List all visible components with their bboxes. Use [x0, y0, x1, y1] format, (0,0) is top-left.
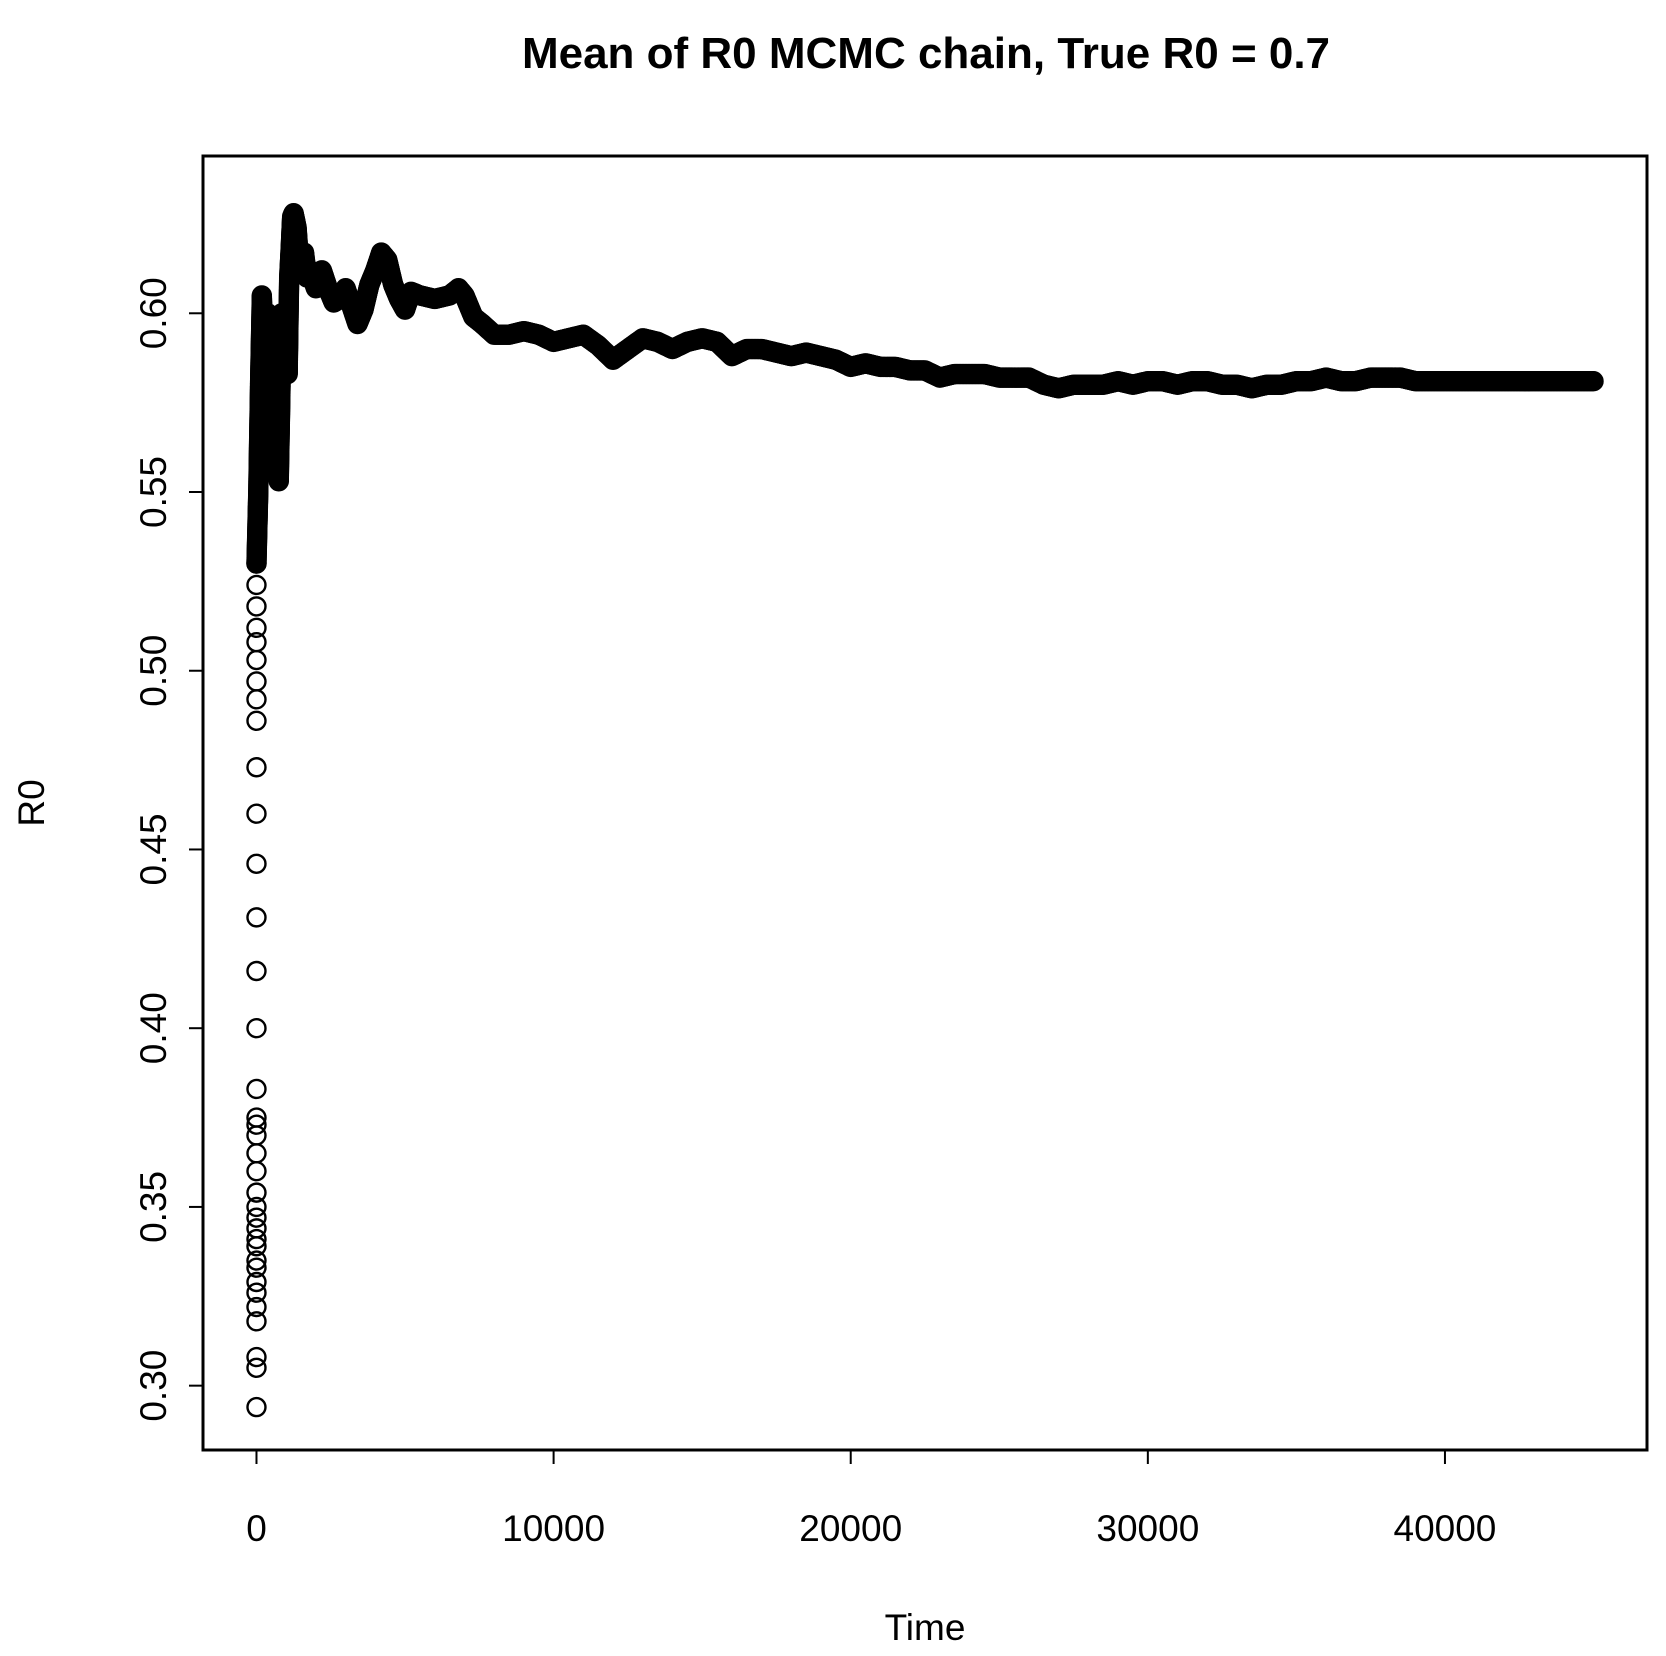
data-point: [246, 1160, 267, 1182]
data-points: [246, 202, 1604, 1418]
data-point: [246, 617, 267, 639]
x-axis-label: Time: [885, 1607, 966, 1648]
y-tick-label: 0.35: [133, 1171, 174, 1243]
data-point: [246, 1396, 267, 1418]
x-tick-label: 30000: [1096, 1508, 1199, 1549]
chart-title: Mean of R0 MCMC chain, True R0 = 0.7: [522, 29, 1330, 78]
data-point: [246, 1017, 267, 1039]
y-tick-label: 0.50: [133, 635, 174, 707]
y-axis: 0.30 0.35 0.40 0.45 0.50 0.55 0.60: [133, 277, 204, 1422]
data-point: [246, 1218, 267, 1239]
data-point: [246, 803, 267, 824]
data-point: [246, 1182, 267, 1203]
data-point: [246, 1346, 267, 1368]
x-tick-label: 20000: [799, 1508, 902, 1549]
y-tick-label: 0.45: [133, 813, 174, 885]
data-point: [246, 853, 267, 874]
data-point: [246, 1250, 267, 1271]
y-axis-label: R0: [11, 779, 52, 826]
data-point: [246, 757, 267, 778]
data-point: [246, 596, 267, 617]
plot-frame: [201, 154, 1649, 1452]
data-point: [246, 1114, 267, 1135]
data-point: [246, 1257, 267, 1278]
data-point: [246, 907, 267, 928]
data-point: [246, 1207, 267, 1228]
x-tick-label: 10000: [502, 1508, 605, 1549]
data-point: [246, 1271, 267, 1293]
x-axis: 0 10000 20000 30000 40000: [246, 1449, 1497, 1549]
data-point: [1583, 370, 1604, 392]
data-point: [246, 960, 267, 982]
data-point: [246, 1078, 267, 1100]
data-point: [246, 1196, 267, 1218]
data-point: [246, 671, 267, 692]
data-point: [246, 689, 267, 710]
data-point: [246, 649, 267, 671]
y-tick-label: 0.55: [133, 456, 174, 528]
x-tick-label: 40000: [1394, 1508, 1497, 1549]
y-tick-label: 0.60: [133, 277, 174, 349]
data-point: [246, 1228, 267, 1250]
data-point: [246, 1143, 267, 1164]
data-point: [246, 1107, 267, 1128]
data-point: [246, 1125, 267, 1146]
data-point: [246, 1311, 267, 1332]
data-point: [246, 1296, 267, 1318]
data-point: [246, 574, 267, 596]
x-tick-label: 0: [246, 1508, 267, 1549]
data-point: [246, 631, 267, 653]
data-point: [246, 1357, 267, 1378]
y-tick-label: 0.30: [133, 1350, 174, 1422]
data-point: [246, 710, 267, 731]
y-tick-label: 0.40: [133, 992, 174, 1064]
data-point: [246, 1282, 267, 1303]
